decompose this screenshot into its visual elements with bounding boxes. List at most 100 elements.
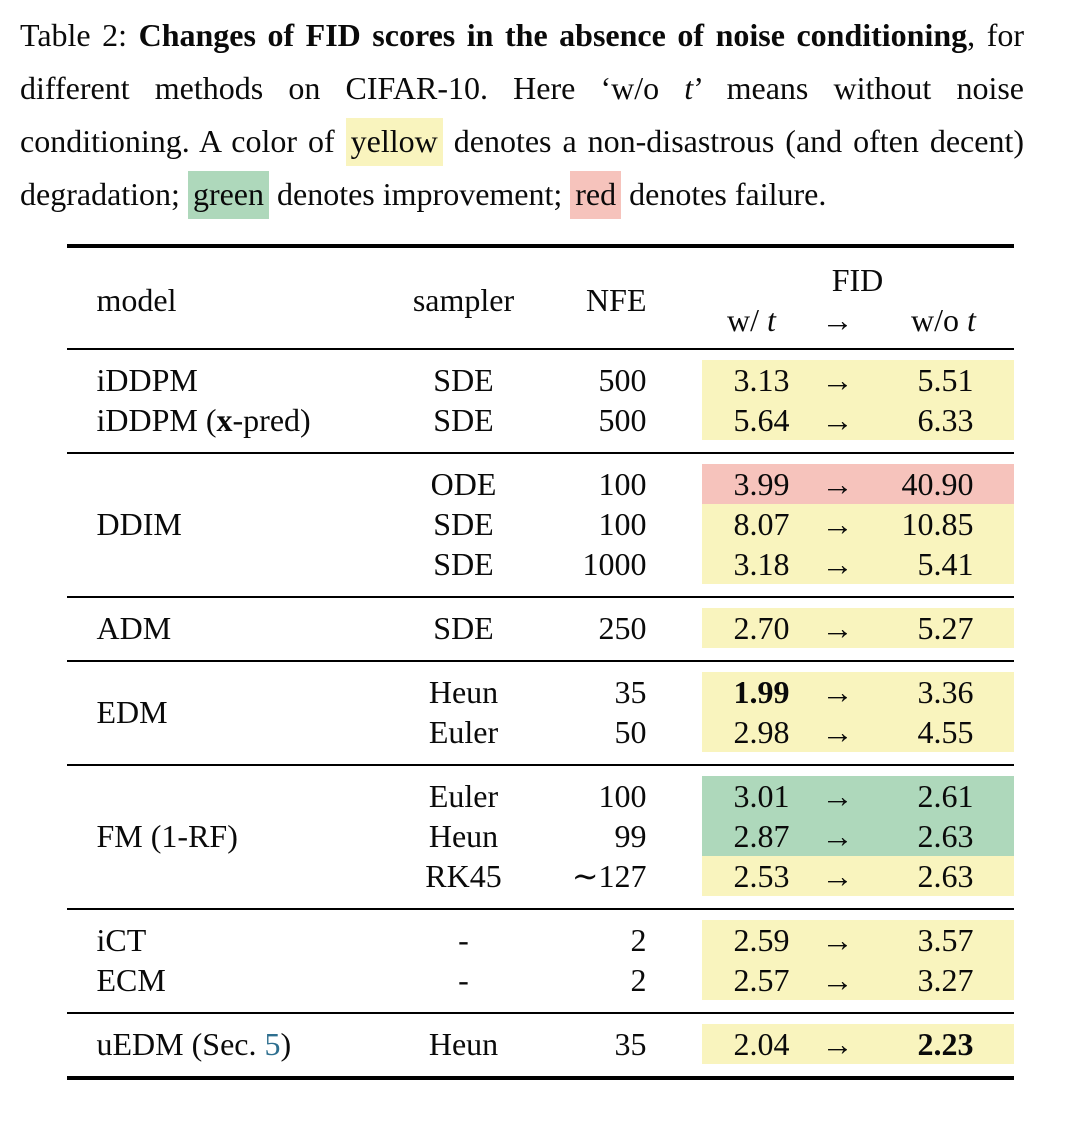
model-cell: DDIM xyxy=(96,506,182,542)
text-segment: x xyxy=(216,402,233,438)
nfe-cell: 100 xyxy=(598,778,647,814)
header-model: model xyxy=(96,282,177,318)
text-segment: t xyxy=(967,302,976,338)
header-arrow-icon: → xyxy=(821,302,854,338)
arrow-icon: → xyxy=(801,400,874,440)
header-sampler: sampler xyxy=(412,282,515,318)
arrow-icon: → xyxy=(801,960,874,1000)
fid-with-t-cell: 3.13 xyxy=(701,360,802,400)
nfe-cell: 50 xyxy=(614,714,647,750)
table-section: EDM Heun 35 1.99 → 3.36 Euler 50 2.98 → 4.55 xyxy=(66,662,1014,766)
text-segment: -pred) xyxy=(232,402,311,438)
model-cell: FM (1-RF) xyxy=(96,818,238,854)
nfe-cell: 500 xyxy=(598,362,647,398)
section-reference-link[interactable]: 5 xyxy=(264,1026,281,1062)
nfe-cell: 1000 xyxy=(582,546,647,582)
text-segment: w/o xyxy=(911,302,968,338)
model-cell: iCT xyxy=(96,922,147,958)
header-fid: FID xyxy=(831,262,884,298)
fid-without-t-cell: 5.41 xyxy=(873,544,1014,584)
text-segment: t xyxy=(684,70,694,106)
table-bottom-rule xyxy=(66,1076,1014,1080)
nfe-cell: 2 xyxy=(630,922,647,958)
table-section: iDDPM SDE 500 3.13 → 5.51 iDDPM (x-pred) SDE 500… xyxy=(66,350,1014,454)
fid-without-t-cell: 10.85 xyxy=(873,504,1014,544)
nfe-cell: ∼127 xyxy=(571,858,647,894)
sampler-cell: - xyxy=(458,922,469,958)
fid-with-t-cell: 8.07 xyxy=(701,504,802,544)
header-nfe: NFE xyxy=(586,282,647,318)
arrow-icon: → xyxy=(801,464,874,504)
text-segment: uEDM (Sec. xyxy=(96,1026,265,1062)
fid-with-t-cell: 2.59 xyxy=(701,920,802,960)
fid-without-t-cell: 2.63 xyxy=(873,816,1014,856)
fid-without-t-cell: 5.27 xyxy=(873,608,1014,648)
fid-with-t-cell: 2.98 xyxy=(701,712,802,752)
red-highlight: red xyxy=(570,171,622,219)
arrow-icon: → xyxy=(801,920,874,960)
table-section: FM (1-RF) Euler 100 3.01 → 2.61 Heun 99 2.87 → 2.6… xyxy=(66,766,1014,910)
arrow-icon: → xyxy=(801,1024,874,1064)
table-header: model sampler NFE FID w/ t → w/o t xyxy=(66,248,1014,350)
sampler-cell: RK45 xyxy=(425,858,502,894)
nfe-cell: 2 xyxy=(630,962,647,998)
nfe-cell: 35 xyxy=(614,674,647,710)
sampler-cell: SDE xyxy=(433,546,494,582)
sampler-cell: ODE xyxy=(430,466,497,502)
fid-without-t-cell: 40.90 xyxy=(873,464,1014,504)
text-segment: iDDPM ( xyxy=(96,402,217,438)
sampler-cell: SDE xyxy=(433,362,494,398)
arrow-icon: → xyxy=(801,544,874,584)
fid-with-t-cell: 3.01 xyxy=(701,776,802,816)
sampler-cell: SDE xyxy=(433,610,494,646)
nfe-cell: 99 xyxy=(614,818,647,854)
fid-without-t-cell: 3.57 xyxy=(873,920,1014,960)
fid-without-t-cell: 6.33 xyxy=(873,400,1014,440)
text-segment: ) xyxy=(280,1026,292,1062)
text-segment: Table 2: xyxy=(20,17,139,53)
fid-without-t-cell: 3.27 xyxy=(873,960,1014,1000)
model-cell: iDDPM xyxy=(96,362,198,398)
table-section: DDIM ODE 100 3.99 → 40.90 SDE 100 8.07 → 10.85 SDE 1… xyxy=(66,454,1014,598)
fid-without-t-cell: 2.61 xyxy=(873,776,1014,816)
nfe-cell: 35 xyxy=(614,1026,647,1062)
fid-with-t-cell: 2.70 xyxy=(701,608,802,648)
fid-without-t-cell: 3.36 xyxy=(873,672,1014,712)
fid-without-t-cell: 4.55 xyxy=(873,712,1014,752)
fid-with-t-cell: 2.53 xyxy=(701,856,802,896)
fid-table: model sampler NFE FID w/ t → w/o t iDDPM… xyxy=(66,244,1014,1080)
arrow-icon: → xyxy=(801,360,874,400)
arrow-icon: → xyxy=(801,816,874,856)
fid-without-t-cell: 2.63 xyxy=(873,856,1014,896)
table-caption: Table 2: Changes of FID scores in the ab… xyxy=(0,0,1042,221)
model-cell: EDM xyxy=(96,694,168,730)
arrow-icon: → xyxy=(801,608,874,648)
sampler-cell: Heun xyxy=(428,1026,499,1062)
yellow-highlight: yellow xyxy=(345,118,443,166)
fid-with-t-cell: 1.99 xyxy=(701,672,802,712)
nfe-cell: 100 xyxy=(598,506,647,542)
fid-without-t-cell: 5.51 xyxy=(873,360,1014,400)
text-segment: Changes of FID scores in the absence of … xyxy=(138,17,968,53)
table-body: iDDPM SDE 500 3.13 → 5.51 iDDPM (x-pred) SDE 500… xyxy=(66,350,1014,1076)
text-segment: denotes improvement; xyxy=(269,176,571,212)
table-section: uEDM (Sec. 5) Heun 35 2.04 → 2.23 xyxy=(67,1014,1014,1076)
model-cell: iDDPM (x-pred) xyxy=(67,400,399,440)
arrow-icon: → xyxy=(801,776,874,816)
fid-with-t-cell: 3.18 xyxy=(701,544,802,584)
fid-with-t-cell: 2.04 xyxy=(701,1024,802,1064)
model-cell: ECM xyxy=(96,962,166,998)
text-segment: w/ xyxy=(727,302,768,338)
sampler-cell: Euler xyxy=(428,714,499,750)
nfe-cell: 500 xyxy=(598,402,647,438)
sampler-cell: SDE xyxy=(433,402,494,438)
header-fid-without-t: w/o t xyxy=(874,300,1014,340)
arrow-icon: → xyxy=(801,712,874,752)
table-section: iCT - 2 2.59 → 3.57 ECM - 2 2.57 → 3.27 xyxy=(66,910,1014,1014)
green-highlight: green xyxy=(187,171,269,219)
fid-with-t-cell: 2.57 xyxy=(701,960,802,1000)
text-segment: , for different methods on CIFAR-10. Her… xyxy=(20,17,1025,106)
sampler-cell: Euler xyxy=(428,778,499,814)
arrow-icon: → xyxy=(801,856,874,896)
arrow-icon: → xyxy=(801,672,874,712)
